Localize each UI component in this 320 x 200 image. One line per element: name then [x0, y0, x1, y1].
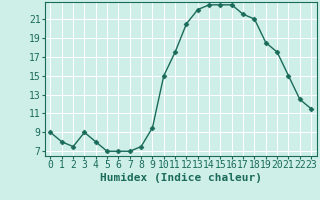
- X-axis label: Humidex (Indice chaleur): Humidex (Indice chaleur): [100, 173, 262, 183]
